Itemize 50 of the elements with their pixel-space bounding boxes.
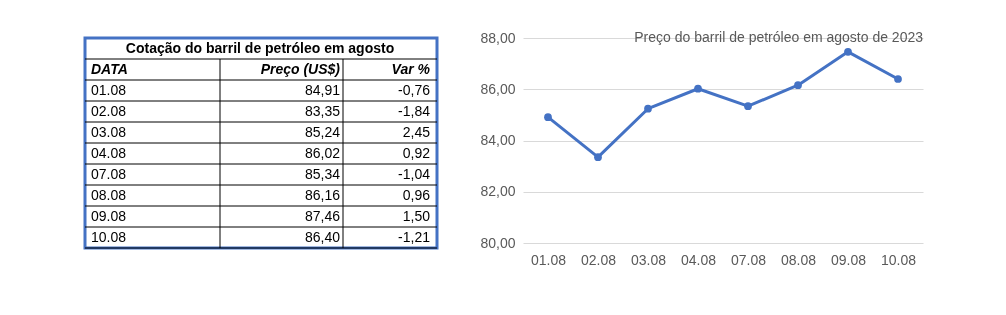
x-tick-label: 07.08 <box>730 251 767 268</box>
x-tick-label: 02.08 <box>580 251 617 268</box>
text: Var % <box>391 60 431 77</box>
text: Cotação do barril de petróleo em agosto <box>125 39 395 56</box>
x-tick-label: 08.08 <box>780 251 817 268</box>
category-label: 01.08 <box>91 81 127 98</box>
x-tick-label: 09.08 <box>830 251 867 268</box>
data-label: 86,16 <box>304 186 341 203</box>
data-label: -0,76 <box>398 81 431 98</box>
data-label: 85,34 <box>304 165 341 182</box>
category-label: 02.08 <box>91 102 127 119</box>
point <box>894 75 902 83</box>
text: DATA <box>91 60 128 77</box>
point <box>594 153 602 162</box>
category-label: 09.08 <box>91 207 127 224</box>
data-label: -1,04 <box>398 165 431 182</box>
category-label: 08.08 <box>91 186 127 203</box>
x-tick-label: 03.08 <box>630 251 667 268</box>
point <box>794 81 802 90</box>
category-label: 07.08 <box>91 165 127 182</box>
y-tick-label: 84,00 <box>480 132 516 148</box>
data-label: 87,46 <box>304 207 341 224</box>
point <box>844 47 852 56</box>
y-tick-label: 86,00 <box>480 80 516 97</box>
data-label: 85,24 <box>304 123 341 140</box>
category-label: 04.08 <box>91 144 127 161</box>
data-label: 86,40 <box>304 228 341 245</box>
x-tick-label: 04.08 <box>680 251 717 268</box>
point <box>744 102 752 111</box>
data-label: 84,91 <box>304 81 341 98</box>
x-tick-label: 01.08 <box>530 251 567 268</box>
data-label: 2,45 <box>402 123 431 140</box>
y-tick-label: 82,00 <box>480 183 516 200</box>
text: Preço (US$) <box>260 60 341 77</box>
x-tick-label: 10.08 <box>880 251 917 268</box>
point <box>644 104 652 113</box>
y-tick-label: 88,00 <box>480 29 516 46</box>
category-label: 10.08 <box>91 228 127 245</box>
category-label: 03.08 <box>91 123 127 140</box>
data-label: 1,50 <box>402 207 431 224</box>
point <box>544 113 552 122</box>
data-label: 0,92 <box>402 144 431 161</box>
y-tick-label: 80,00 <box>480 234 516 251</box>
data-label: -1,21 <box>398 228 431 245</box>
chart-title: Preço do barril de petróleo em agosto de 2023 <box>634 29 924 45</box>
data-label: 0,96 <box>402 186 431 203</box>
data-label: 86,02 <box>304 144 341 161</box>
point <box>694 84 702 93</box>
data-label: -1,84 <box>398 102 431 119</box>
data-label: 83,35 <box>304 102 341 119</box>
